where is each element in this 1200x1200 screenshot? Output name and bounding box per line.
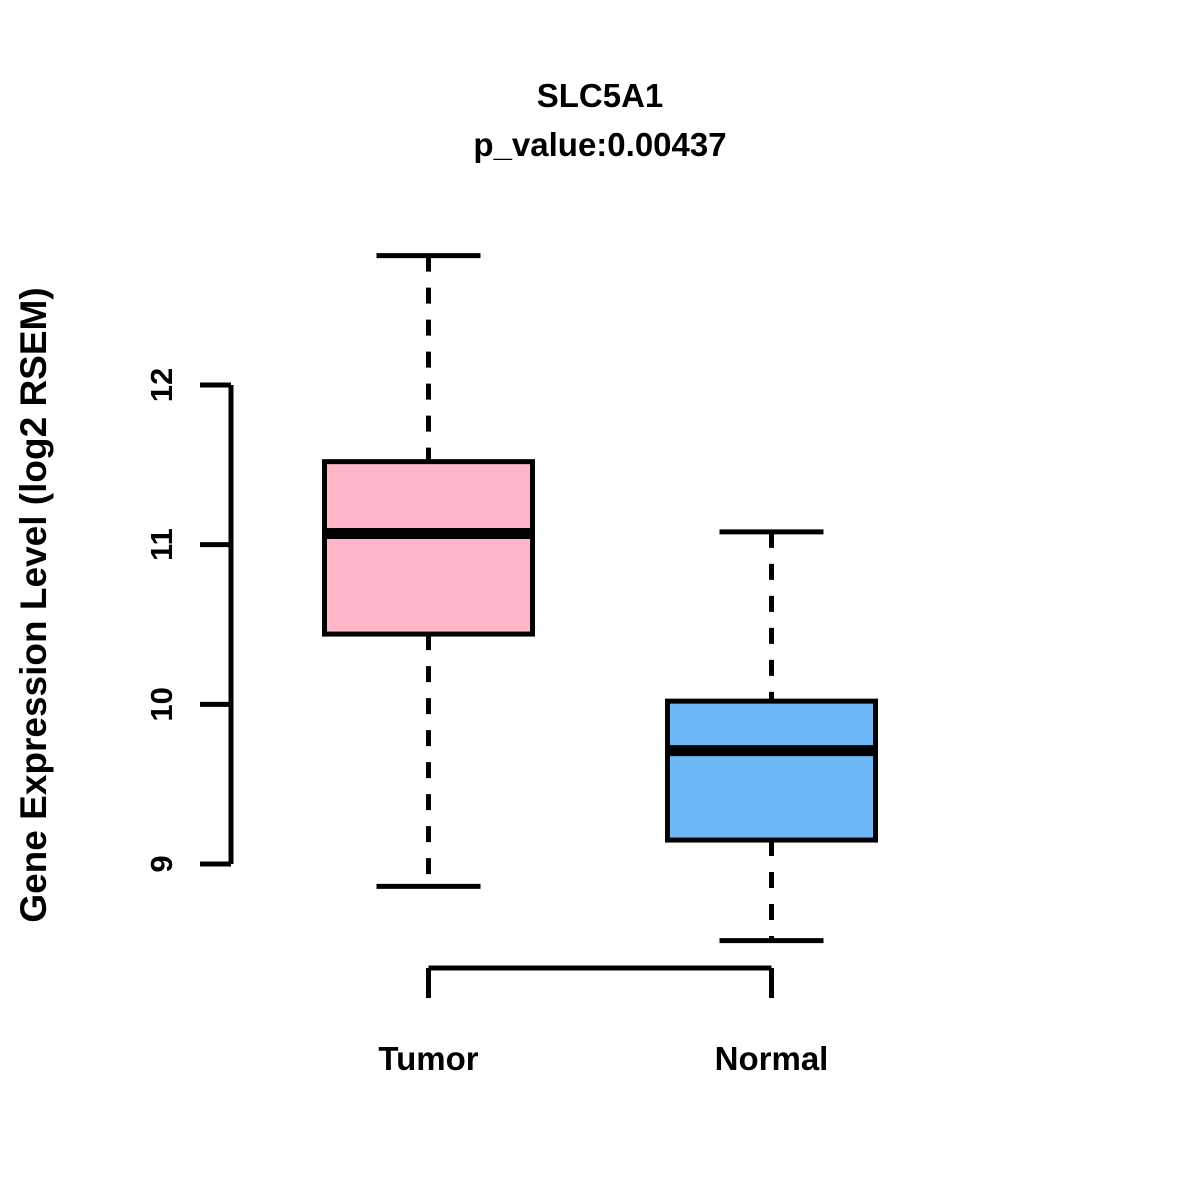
y-axis-tick-label: 9 (144, 855, 179, 872)
chart-title: SLC5A1 (537, 77, 664, 114)
x-axis-label-normal: Normal (715, 1040, 829, 1077)
y-axis-tick-labels: 9 10 11 12 (144, 368, 179, 873)
box-body[interactable] (665, 698, 878, 843)
y-axis-tick-label: 11 (144, 528, 179, 561)
chart-subtitle: p_value:0.00437 (473, 126, 726, 163)
y-axis (200, 382, 234, 867)
x-axis-label-tumor: Tumor (378, 1040, 478, 1077)
y-axis-title: Gene Expression Level (log2 RSEM) (13, 287, 54, 922)
box-body[interactable] (322, 459, 535, 637)
boxplot-boxes (322, 253, 878, 944)
x-axis-category-labels: Tumor Normal (378, 1040, 828, 1077)
y-axis-tick-label: 12 (144, 368, 179, 402)
box-normal[interactable] (665, 529, 878, 944)
x-axis (426, 965, 774, 998)
y-axis-tick-label: 10 (144, 687, 179, 721)
box-tumor[interactable] (322, 253, 535, 889)
